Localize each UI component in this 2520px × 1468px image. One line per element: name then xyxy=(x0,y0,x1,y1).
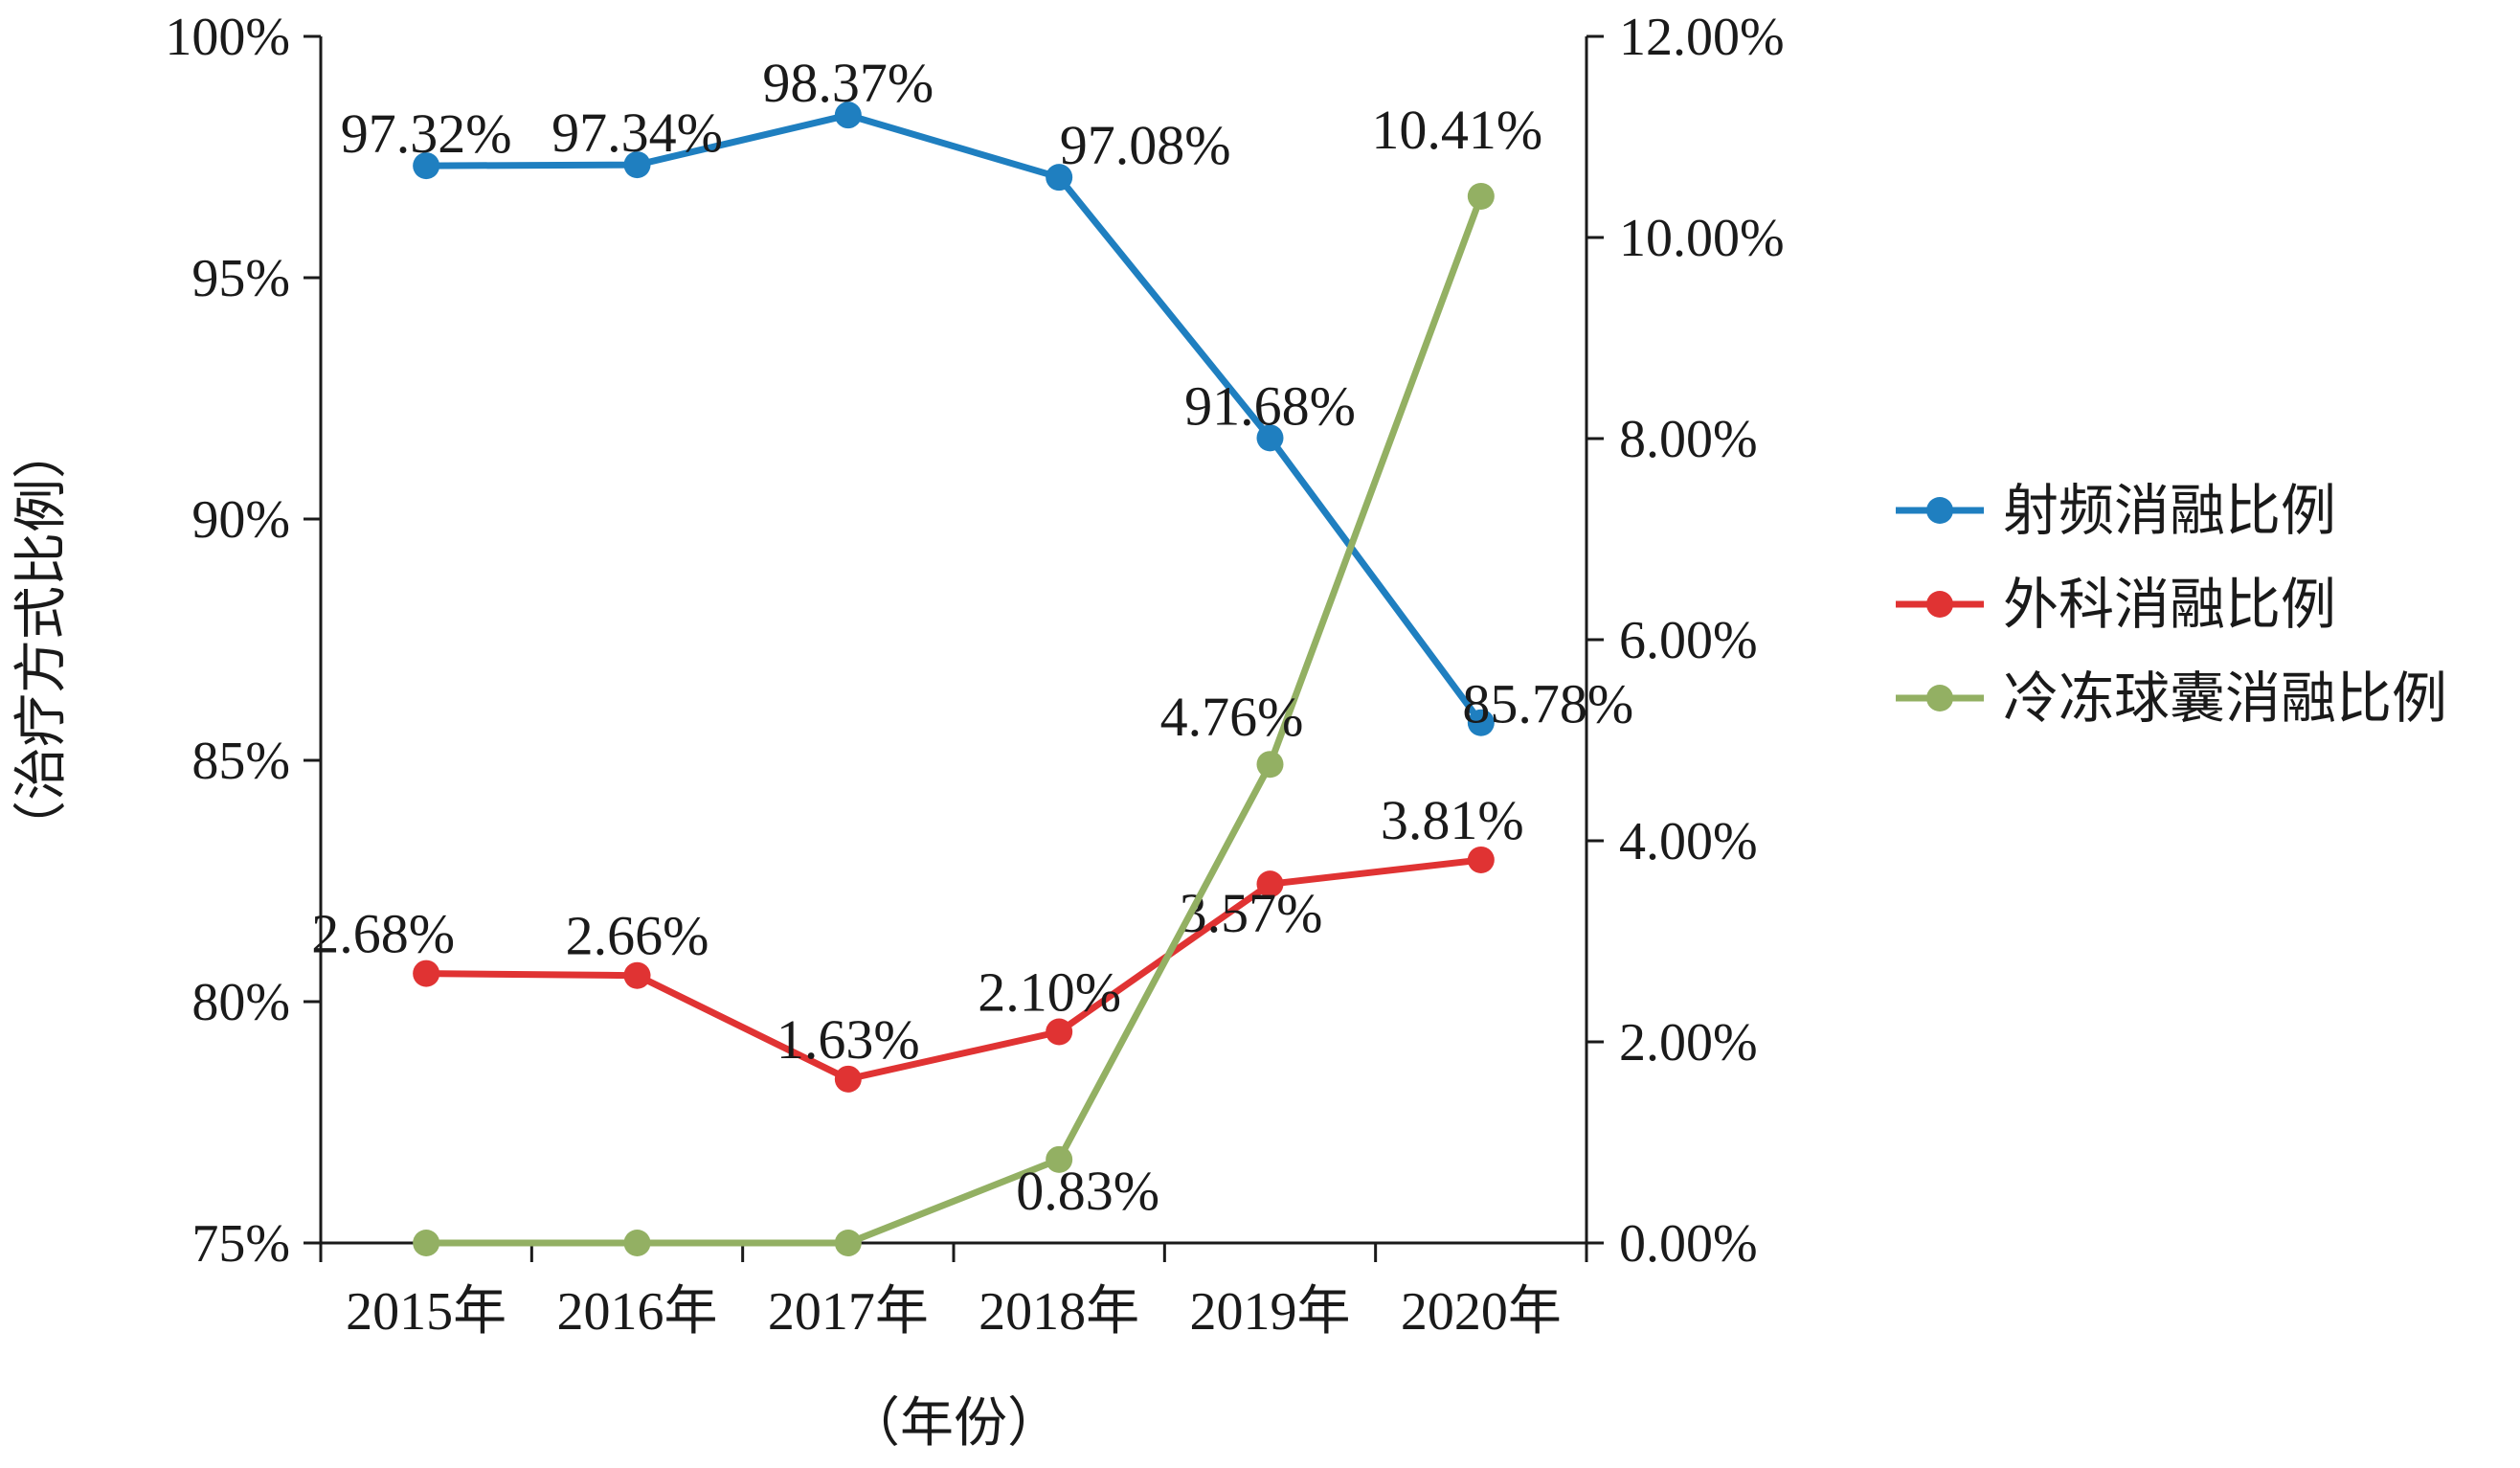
x-tick-label: 2015年 xyxy=(346,1282,506,1342)
legend-label: 冷冻球囊消融比例 xyxy=(2003,666,2447,731)
data-point xyxy=(1046,1145,1073,1173)
data-label: 2.68% xyxy=(311,903,455,965)
data-label: 2.10% xyxy=(978,961,1121,1024)
data-label: 4.76% xyxy=(1160,686,1304,748)
series-line xyxy=(422,111,1485,727)
legend-swatch-marker xyxy=(1926,497,1953,524)
data-label: 2.66% xyxy=(566,905,709,967)
data-point xyxy=(834,1065,862,1093)
right-y-tick-label: 2.00% xyxy=(1619,1013,1758,1073)
right-y-tick-label: 6.00% xyxy=(1619,611,1758,670)
legend-label: 外科消融比例 xyxy=(2003,572,2336,637)
left-y-tick-label: 85% xyxy=(191,732,290,791)
data-label: 10.41% xyxy=(1371,99,1542,161)
right-y-tick-label: 10.00% xyxy=(1619,209,1785,268)
data-point xyxy=(623,151,651,179)
right-y-tick-label: 4.00% xyxy=(1619,812,1758,871)
data-point xyxy=(834,1230,862,1256)
data-label: 97.34% xyxy=(551,102,723,164)
data-label: 3.81% xyxy=(1381,789,1524,851)
y-axis-title: （治疗方式比例） xyxy=(11,425,73,854)
legend-swatch-marker xyxy=(1926,591,1953,618)
left-y-tick-label: 100% xyxy=(165,8,290,67)
data-label: 91.68% xyxy=(1184,374,1356,437)
x-tick-label: 2020年 xyxy=(1401,1282,1562,1342)
x-tick-label: 2018年 xyxy=(979,1282,1139,1342)
data-point xyxy=(1467,182,1495,210)
data-point xyxy=(1256,751,1284,779)
right-y-tick-label: 8.00% xyxy=(1619,410,1758,469)
data-point xyxy=(623,1230,651,1256)
data-label: 0.83% xyxy=(1016,1160,1159,1222)
x-tick-label: 2016年 xyxy=(557,1282,718,1342)
data-point xyxy=(1046,164,1073,192)
data-point xyxy=(1256,870,1284,898)
data-point xyxy=(623,961,651,989)
data-point xyxy=(834,102,862,129)
data-label: 97.08% xyxy=(1060,114,1231,176)
data-label: 1.63% xyxy=(776,1008,920,1071)
data-point xyxy=(1256,424,1284,452)
data-point xyxy=(413,960,440,987)
data-point xyxy=(1046,1018,1073,1046)
data-point xyxy=(413,152,440,180)
data-point xyxy=(413,1230,440,1256)
legend-label: 射频消融比例 xyxy=(2003,478,2336,543)
data-label: 97.32% xyxy=(341,102,512,165)
left-y-tick-label: 75% xyxy=(191,1214,290,1274)
x-axis-title: （年份） xyxy=(846,1392,1061,1455)
x-tick-label: 2019年 xyxy=(1190,1282,1351,1342)
series-line xyxy=(422,856,1485,1083)
data-label: 98.37% xyxy=(762,52,934,114)
series-line xyxy=(422,192,1485,1247)
data-label: 85.78% xyxy=(1462,673,1633,735)
left-y-tick-label: 95% xyxy=(191,249,290,308)
x-tick-label: 2017年 xyxy=(768,1282,929,1342)
legend-swatch-marker xyxy=(1926,685,1953,711)
left-y-tick-label: 80% xyxy=(191,973,290,1032)
right-y-tick-label: 12.00% xyxy=(1619,8,1785,67)
data-point xyxy=(1467,846,1495,873)
right-y-tick-label: 0.00% xyxy=(1619,1214,1758,1274)
data-point xyxy=(1467,709,1495,736)
left-y-tick-label: 90% xyxy=(191,490,290,550)
